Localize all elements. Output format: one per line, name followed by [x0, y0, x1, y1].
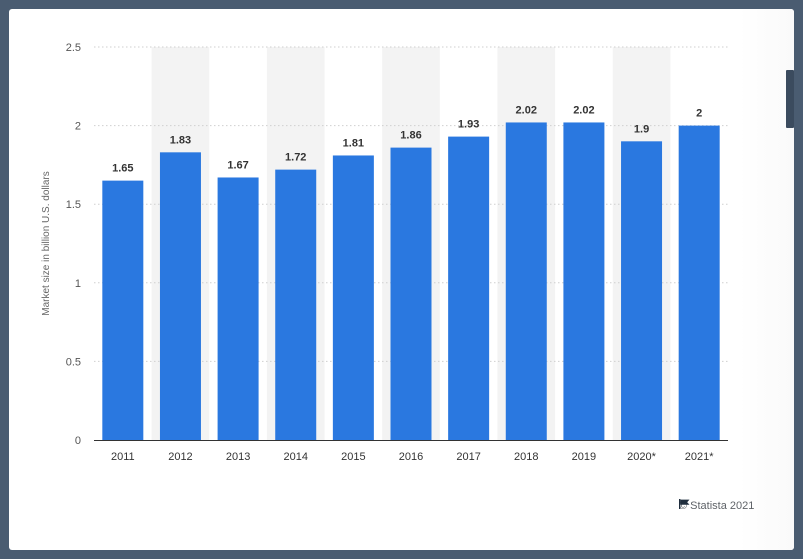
data-label: 1.67: [227, 159, 248, 171]
bar-2016: [390, 147, 432, 440]
y-tick-label: 0.5: [66, 356, 81, 368]
data-label: 1.9: [634, 123, 649, 135]
right-edge-fade: [739, 9, 794, 550]
data-label: 1.65: [112, 163, 133, 175]
data-label: 2.02: [573, 104, 594, 116]
x-tick-label: 2018: [514, 451, 538, 463]
scrollbar-thumb[interactable]: [786, 70, 794, 128]
data-label: 1.86: [400, 130, 421, 142]
x-tick-label: 2021*: [685, 451, 714, 463]
x-tick-label: 2017: [456, 451, 480, 463]
y-tick-label: 1.5: [66, 199, 81, 211]
bar-2020*: [621, 141, 663, 440]
data-label: 2.02: [516, 104, 537, 116]
chart-card: 0 0.5 1 1.5 2 2.5 1.65 2011 1.83 2012 1.67 2013 1.72…: [9, 9, 794, 550]
y-axis-label: Market size in billion U.S. dollars: [41, 171, 52, 316]
bar-2017: [448, 136, 490, 440]
data-label: 2: [696, 108, 702, 120]
x-tick-label: 2012: [168, 451, 192, 463]
data-label: 1.93: [458, 119, 479, 131]
data-label: 1.83: [170, 134, 191, 146]
x-tick-label: 2016: [399, 451, 423, 463]
y-tick-label: 1: [75, 278, 81, 290]
bar-2015: [332, 155, 374, 440]
x-tick-label: 2014: [283, 451, 307, 463]
bar-2018: [505, 122, 547, 441]
y-tick-label: 2: [75, 121, 81, 133]
y-tick-label: 0: [75, 435, 81, 447]
statista-credit[interactable]: © Statista 2021: [679, 499, 754, 513]
data-label: 1.72: [285, 152, 306, 164]
bar-chart: 0 0.5 1 1.5 2 2.5 1.65 2011 1.83 2012 1.67 2013 1.72…: [41, 42, 728, 463]
x-tick-label: 2015: [341, 451, 365, 463]
credit-text: © Statista 2021: [679, 500, 755, 512]
x-tick-label: 2013: [226, 451, 250, 463]
bar-2012: [159, 152, 201, 440]
flag-icon[interactable]: [679, 499, 690, 509]
bar-2019: [563, 122, 605, 441]
bar-2011: [102, 180, 144, 440]
x-tick-label: 2011: [111, 451, 135, 463]
bar-2021*: [678, 125, 720, 440]
x-tick-label: 2020*: [627, 451, 656, 463]
y-tick-label: 2.5: [66, 42, 81, 54]
bar-2013: [217, 177, 259, 440]
bar-2014: [275, 169, 317, 440]
x-tick-label: 2019: [572, 451, 596, 463]
data-label: 1.81: [343, 137, 364, 149]
